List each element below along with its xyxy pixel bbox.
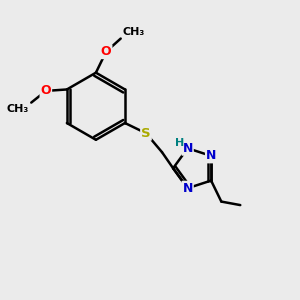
Text: O: O xyxy=(101,45,111,58)
Text: N: N xyxy=(182,182,193,195)
Text: S: S xyxy=(141,127,151,140)
Text: N: N xyxy=(206,149,216,162)
Text: CH₃: CH₃ xyxy=(7,104,29,114)
Text: H: H xyxy=(175,138,184,148)
Text: N: N xyxy=(182,142,193,155)
Text: O: O xyxy=(40,84,51,98)
Text: CH₃: CH₃ xyxy=(123,27,145,37)
